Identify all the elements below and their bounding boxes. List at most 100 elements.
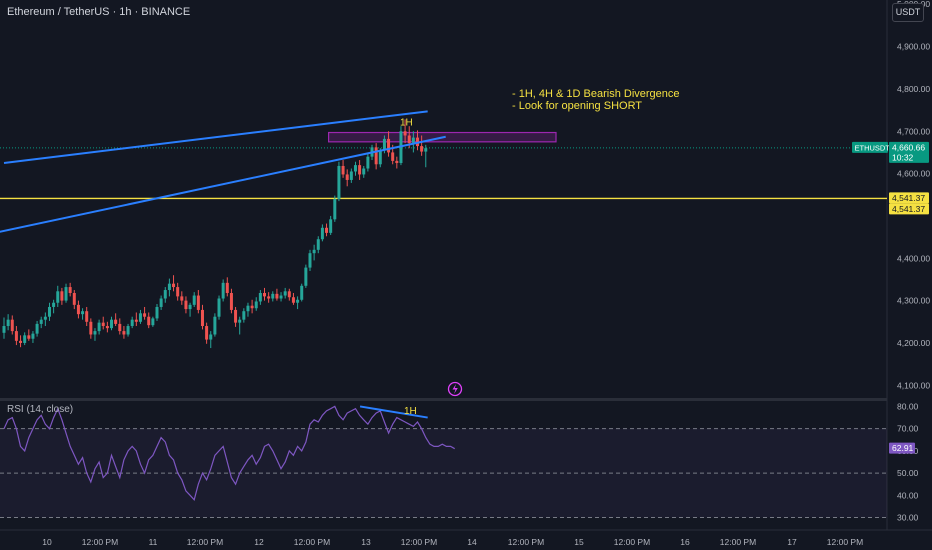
annotation-line-1: - 1H, 4H & 1D Bearish Divergence [512, 88, 680, 100]
rsi-divergence-label: 1H [404, 406, 417, 417]
candle-body [378, 150, 382, 165]
time-tick-label: 13 [361, 537, 371, 547]
candle-body [2, 326, 6, 333]
price-tick-label: 4,700.00 [897, 126, 930, 136]
candle-body [72, 292, 76, 305]
candle-body [271, 293, 275, 299]
candle-body [387, 138, 391, 153]
candle-body [362, 168, 366, 175]
currency-button[interactable]: USDT [892, 3, 924, 22]
candle-body [391, 152, 395, 161]
candle-body [320, 227, 324, 240]
candle-body [205, 326, 209, 340]
channel-lower-line [0, 135, 446, 233]
candle-body [325, 227, 329, 233]
candle-body [68, 287, 72, 293]
candle-body [85, 311, 89, 322]
candle-body [287, 291, 291, 298]
candle-body [411, 137, 415, 144]
candle-body [159, 298, 163, 307]
candle-body [275, 293, 279, 299]
channel-upper-line [3, 110, 428, 165]
candle-body [200, 309, 204, 327]
candle-body [31, 333, 35, 339]
candle-body [382, 138, 386, 151]
time-tick-label: 12 [254, 537, 264, 547]
candle-body [258, 292, 262, 302]
candle-body [155, 306, 159, 319]
candle-body [27, 335, 31, 339]
candle-body [196, 295, 200, 310]
price-tick-label: 4,400.00 [897, 253, 930, 263]
candle-body [337, 165, 341, 199]
candle-body [267, 296, 271, 299]
time-tick-label: 12:00 PM [187, 537, 223, 547]
candle-body [424, 148, 428, 152]
candle-body [279, 295, 283, 299]
candle-body [118, 323, 122, 332]
time-tick-label: 17 [787, 537, 797, 547]
candle-body [126, 326, 130, 335]
candle-body [217, 298, 221, 317]
candle-body [114, 319, 118, 324]
rsi-value-label: 62.91 [892, 443, 914, 453]
candle-body [39, 319, 43, 324]
lightning-bolt-shape [452, 384, 458, 394]
candle-body [47, 306, 51, 317]
symbol-badge [852, 141, 888, 153]
time-tick-label: 16 [680, 537, 690, 547]
rsi-tick-label: 50.00 [897, 468, 919, 478]
candle-body [209, 334, 213, 340]
time-tick-label: 12:00 PM [614, 537, 650, 547]
zone-label: 1H [400, 118, 413, 129]
candle-body [358, 165, 362, 175]
time-tick-label: 10 [42, 537, 52, 547]
candle-body [221, 282, 225, 299]
candle-body [229, 292, 233, 310]
level-price-label: 4,541.37 [892, 204, 925, 214]
candle-body [110, 319, 114, 329]
level-price-badge [889, 203, 929, 215]
time-tick-label: 12:00 PM [720, 537, 756, 547]
candle-body [234, 309, 238, 323]
candle-body [225, 282, 229, 293]
time-tick-label: 12:00 PM [294, 537, 330, 547]
time-tick-label: 12:00 PM [82, 537, 118, 547]
rsi-tick-label: 30.00 [897, 513, 919, 523]
annotation-line-2: - Look for opening SHORT [512, 100, 643, 112]
candle-body [300, 285, 304, 300]
candle-body [19, 340, 23, 343]
current-price-label: 4,660.66 [892, 142, 925, 152]
candle-body [172, 283, 176, 288]
candle-body [23, 335, 27, 343]
candle-body [35, 323, 39, 334]
candle-body [6, 319, 10, 327]
candle-body [345, 174, 349, 180]
candle-body [374, 147, 378, 165]
chart-title: Ethereum / TetherUS · 1h · BINANCE [7, 6, 191, 18]
candle-body [188, 304, 192, 310]
candle-body [143, 313, 147, 317]
candle-body [101, 322, 105, 327]
candle-body [242, 311, 246, 320]
candle-body [238, 319, 242, 323]
candle-body [105, 326, 109, 329]
time-tick-label: 11 [149, 537, 158, 547]
candle-body [349, 171, 353, 180]
time-tick-label: 14 [467, 537, 477, 547]
panel-separator [0, 398, 887, 401]
lightning-icon [447, 381, 463, 397]
candle-body [291, 297, 295, 303]
candle-body [76, 304, 80, 315]
candle-body [316, 239, 320, 250]
rsi-title: RSI (14, close) [7, 404, 74, 415]
candle-body [10, 319, 14, 332]
price-tick-label: 4,600.00 [897, 169, 930, 179]
candle-body [93, 331, 97, 335]
price-tick-label: 4,100.00 [897, 380, 930, 390]
time-tick-label: 12:00 PM [827, 537, 863, 547]
candle-body [43, 316, 47, 320]
rsi-value-badge [889, 442, 915, 454]
price-tick-label: 4,900.00 [897, 42, 930, 52]
candle-body [163, 290, 167, 299]
